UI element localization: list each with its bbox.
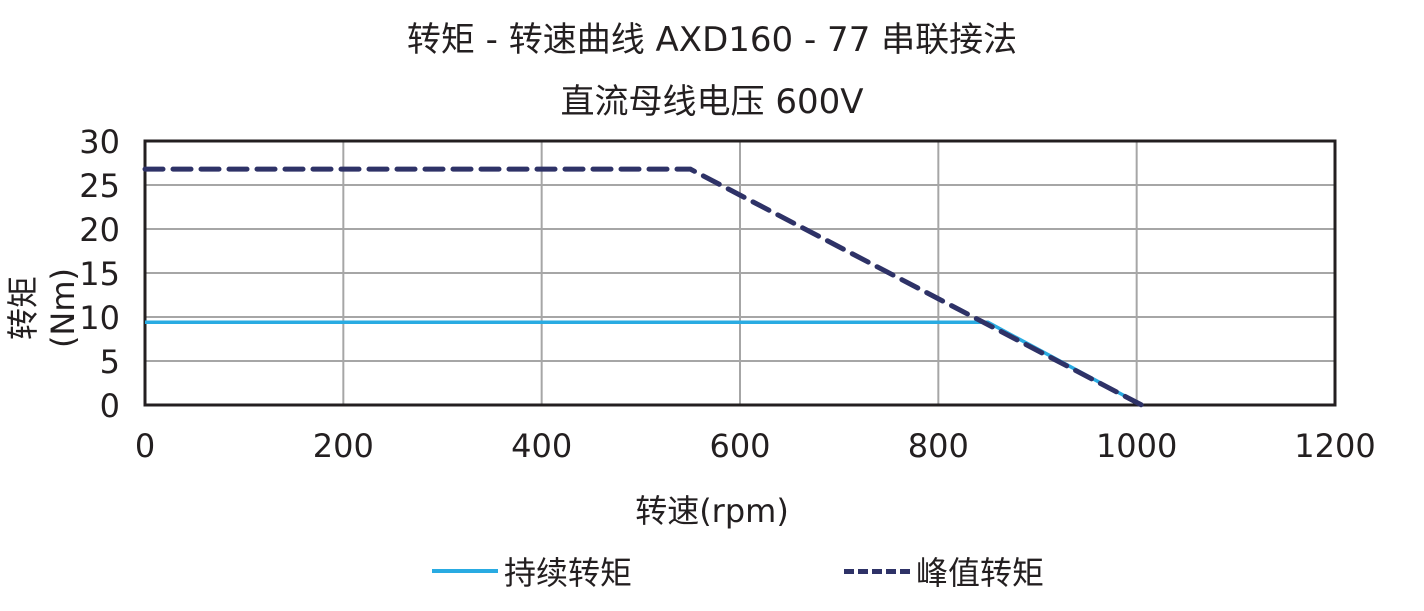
y-tick-label: 10 <box>79 299 120 337</box>
y-tick-label: 0 <box>100 387 120 425</box>
x-tick-label: 1000 <box>1096 427 1177 465</box>
x-tick-label: 1200 <box>1294 427 1375 465</box>
x-tick-label: 400 <box>511 427 572 465</box>
x-tick-label: 800 <box>908 427 969 465</box>
chart-title: 转矩 - 转速曲线 AXD160 - 77 串联接法 <box>406 20 1018 60</box>
solid-line-swatch-icon <box>432 569 498 573</box>
x-axis-label: 转速(rpm) <box>635 492 789 530</box>
y-tick-label: 30 <box>79 123 120 161</box>
peak-torque-line <box>142 166 1145 408</box>
legend-item-continuous: 持续转矩 <box>432 548 632 594</box>
legend-label-peak: 峰值转矩 <box>916 554 1045 592</box>
legend-label-continuous: 持续转矩 <box>504 554 633 592</box>
chart-subtitle: 直流母线电压 600V <box>560 82 864 122</box>
y-tick-label: 5 <box>100 343 120 381</box>
y-axis-label: 转矩(Nm) <box>4 267 82 349</box>
y-tick-label: 20 <box>79 211 120 249</box>
continuous-torque-line <box>145 320 1143 407</box>
legend-item-peak: 峰值转矩 <box>844 548 1044 594</box>
plot-frame <box>143 139 1337 407</box>
x-tick-label: 200 <box>313 427 374 465</box>
y-tick-label: 25 <box>79 167 120 205</box>
y-tick-label: 15 <box>79 255 120 293</box>
dashed-line-swatch-icon <box>844 568 910 574</box>
x-tick-label: 0 <box>135 427 155 465</box>
x-tick-label: 600 <box>709 427 770 465</box>
